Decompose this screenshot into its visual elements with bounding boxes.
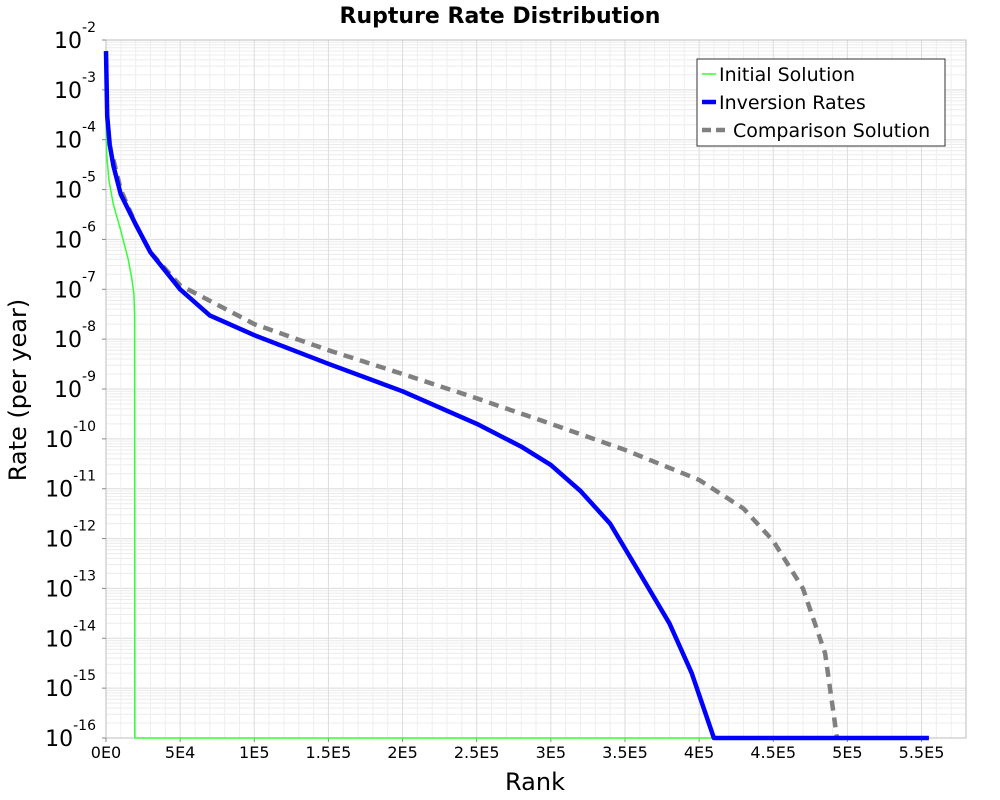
series-line-initial-solution — [105, 115, 929, 739]
y-tick-label: 10-2 — [54, 20, 96, 54]
y-tick-label: 10-10 — [45, 419, 96, 453]
x-axis-ticks: 0E0 5E4 1E5 1.5E5 2E5 2.5E5 3E5 3.5E5 4E5 4.5E5 5E… — [91, 738, 945, 762]
x-tick-label: 5E4 — [165, 743, 195, 762]
y-tick-label: 10-6 — [54, 219, 96, 253]
x-tick-label: 2.5E5 — [454, 743, 500, 762]
x-tick-label: 4E5 — [684, 743, 714, 762]
x-tick-label: 4.5E5 — [750, 743, 796, 762]
x-tick-label: 3.5E5 — [602, 743, 648, 762]
series-line-inversion-rates — [103, 51, 929, 741]
chart-title: Rupture Rate Distribution — [340, 4, 661, 29]
legend-label: Comparison Solution — [733, 120, 930, 142]
y-tick-label: 10-14 — [45, 618, 96, 652]
y-tick-label: 10-7 — [54, 269, 96, 303]
x-tick-label: 1E5 — [239, 743, 269, 762]
y-axis-label: Rate (per year) — [4, 299, 32, 481]
y-axis-ticks: 10-2 10-3 10-4 10-5 10-6 10-7 10-8 10-9 10-10 10-… — [45, 20, 106, 752]
x-tick-label: 0E0 — [91, 743, 121, 762]
legend-box — [696, 58, 946, 147]
y-tick-label: 10-15 — [45, 668, 96, 702]
y-tick-label: 10-11 — [45, 469, 96, 503]
legend: Initial Solution Inversion Rates Compariso… — [696, 58, 946, 147]
x-tick-label: 3E5 — [536, 743, 566, 762]
y-tick-label: 10-3 — [54, 70, 96, 104]
series — [103, 51, 929, 741]
y-tick-label: 10-4 — [54, 120, 96, 154]
legend-label: Inversion Rates — [719, 92, 866, 114]
grid — [105, 40, 967, 739]
y-tick-label: 10-5 — [54, 170, 96, 204]
y-tick-label: 10-13 — [45, 568, 96, 602]
y-tick-label: 10-12 — [45, 519, 96, 553]
x-tick-label: 5E5 — [832, 743, 862, 762]
x-tick-label: 1.5E5 — [306, 743, 352, 762]
legend-label: Initial Solution — [719, 64, 855, 86]
x-axis-label: Rank — [505, 768, 565, 796]
y-tick-label: 10-16 — [45, 718, 96, 752]
y-tick-label: 10-8 — [54, 319, 96, 353]
x-tick-label: 2E5 — [387, 743, 417, 762]
y-tick-label: 10-9 — [54, 369, 96, 403]
x-tick-label: 5.5E5 — [899, 743, 945, 762]
